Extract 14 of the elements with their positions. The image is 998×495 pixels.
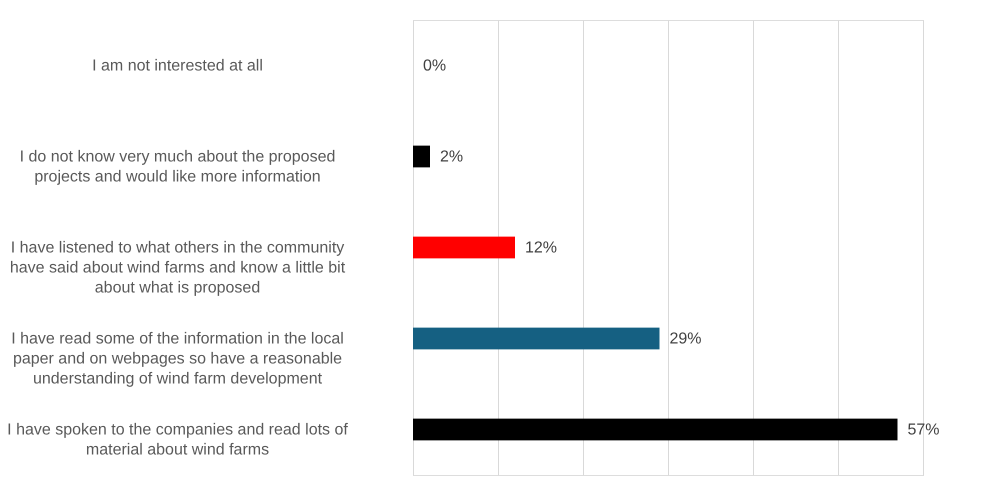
y-tick-label: I have read some of the information in the local paper and on webpages so have a reasonable understanding of wind farm development [11,330,344,388]
y-tick-label: I have listened to what others in the community have said about wind farms and know a little bit about what is proposed [10,240,346,296]
data-label: 2% [440,148,464,166]
y-tick-label: I have spoken to the companies and read lots of material about wind farms [7,422,348,458]
bar [413,328,660,350]
bar [413,236,515,258]
data-label: 29% [670,330,702,348]
y-tick-label: I am not interested at all [92,58,263,74]
data-label: 57% [908,422,940,438]
data-label: 12% [525,240,558,256]
bar [413,418,898,440]
y-tick-label: I do not know very much about the proposed projects and would like more information [20,148,336,186]
bar [413,146,430,168]
data-label: 0% [423,58,446,74]
